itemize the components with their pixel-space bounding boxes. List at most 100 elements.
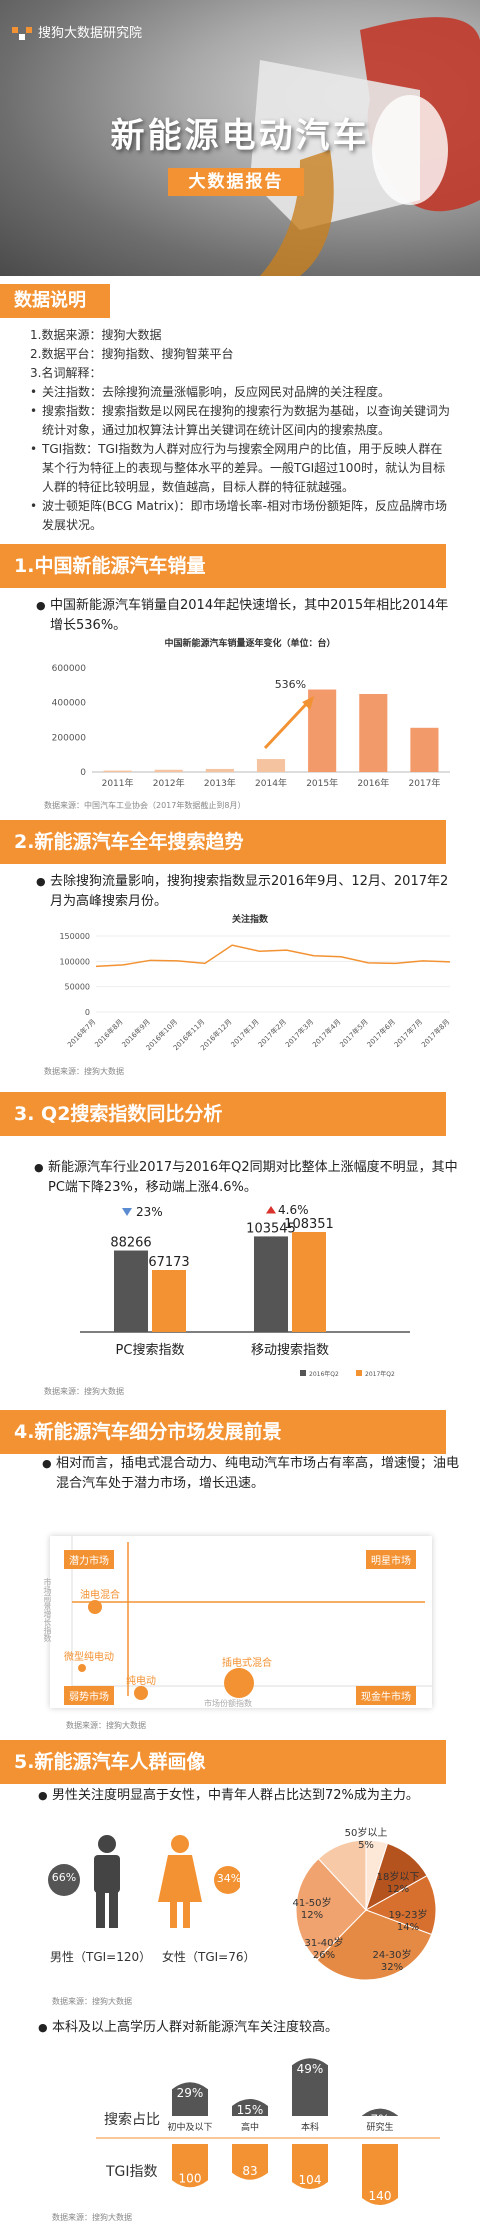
data-note-body: 1.数据来源：搜狗大数据 2.数据平台：搜狗指数、搜狗智莱平台 3.名词解释： … [30, 326, 450, 535]
share-bar [362, 2108, 398, 2116]
x-tick-label: 2017年 [408, 777, 440, 789]
section5-bullet1: 男性关注度明显高于女性，中青年人群占比达到72%成为主力。 [38, 1786, 460, 1806]
female-label: 女性（TGI=76） [162, 1950, 256, 1964]
point-hybrid [88, 1600, 102, 1614]
section5-source2: 数据来源：搜狗大数据 [52, 2213, 132, 2222]
tgi-bar [232, 2144, 268, 2180]
section5-source1: 数据来源：搜狗大数据 [52, 1997, 132, 2006]
x-tick-label: 2017年5月 [338, 1017, 370, 1049]
bar [205, 768, 234, 772]
category-label: 初中及以下 [167, 2121, 212, 2133]
y-tick-label: 150000 [59, 932, 90, 941]
pie-value: 32% [381, 1962, 403, 1973]
male-pct: 66% [51, 1871, 77, 1884]
share-value: 15% [237, 2103, 264, 2117]
x-tick-label: 2017年7月 [392, 1017, 424, 1049]
tgi-bar [292, 2144, 328, 2190]
mobile-change: 4.6% [278, 1203, 309, 1217]
bar [254, 1236, 288, 1332]
category-label: PC搜索指数 [116, 1343, 185, 1358]
point-label-micro-ev: 微型纯电动 [64, 1652, 114, 1663]
share-value: 29% [177, 2086, 204, 2100]
bar [103, 770, 132, 772]
x-axis-label: 市场份额指数 [204, 1699, 252, 1708]
pie-value: 12% [387, 1884, 409, 1895]
tgi-value: 104 [299, 2173, 322, 2187]
tgi-value: 140 [369, 2189, 392, 2203]
bar [308, 689, 337, 772]
bar-value: 88266 [110, 1236, 151, 1251]
logo-icon [12, 26, 32, 40]
bar-value: 67173 [148, 1255, 189, 1270]
y-axis-label: 市场前景增长指数 [43, 1578, 52, 1642]
pie-value: 5% [358, 1840, 374, 1851]
category-label: 研究生 [366, 2121, 393, 2133]
pie-label: 50岁以上 [345, 1826, 388, 1839]
legend-label: 2017年Q2 [365, 1370, 395, 1378]
data-note-bullet: • 搜索指数：搜索指数是以网民在搜狗的搜索行为数据为基础，以查询关键词为统计对象，… [30, 404, 451, 437]
data-note-bullet-text: 关注指数：去除搜狗流量涨幅影响，反应网民对品牌的关注程度。 [42, 385, 391, 399]
data-note-heading: 数据说明 [0, 284, 110, 318]
section4-heading: 4.新能源汽车细分市场发展前景 [0, 1410, 446, 1454]
down-arrow-icon [122, 1208, 132, 1216]
page-title: 新能源电动汽车 [110, 116, 370, 156]
y-tick-label: 0 [80, 768, 86, 778]
page-subtitle: 大数据报告 [168, 168, 304, 196]
male-pct-circle [48, 1864, 80, 1896]
female-pct: 34% [216, 1872, 242, 1885]
section1-bullet: 中国新能源汽车销量自2014年起快速增长，其中2015年相比2014年增长536… [36, 596, 460, 636]
point-label-ev: 纯电动 [126, 1676, 156, 1687]
bar [292, 1231, 326, 1332]
x-tick-label: 2015年 [306, 777, 338, 789]
pie-label: 41-50岁 [292, 1896, 331, 1909]
tgi-value: 83 [242, 2164, 257, 2178]
pie-slice [295, 1857, 367, 1961]
tgi-value: 100 [179, 2171, 202, 2185]
section4-bullet: 相对而言，插电式混合动力、纯电动汽车市场占有率高，增速慢；油电混合汽车处于潜力市… [42, 1454, 460, 1494]
section1-source: 数据来源：中国汽车工业协会（2017年数据截止到8月） [44, 801, 246, 810]
search-trend-line-chart: 关注指数0500001000001500002016年7月2016年8月2016… [59, 913, 451, 1052]
pie-label: 19-23岁 [388, 1908, 427, 1921]
section2-heading: 2.新能源汽车全年搜索趋势 [0, 820, 446, 864]
point-plugin-hybrid [224, 1668, 254, 1698]
x-tick-label: 2017年8月 [419, 1017, 451, 1049]
quadrant-potential: 潜力市场 [64, 1550, 114, 1569]
bar-value: 103545 [246, 1221, 296, 1236]
legend-swatch [356, 1370, 362, 1376]
bar [256, 759, 286, 772]
charging-plug-illustration [250, 17, 480, 276]
pie-slice [365, 1839, 389, 1911]
x-tick-label: 2012年 [153, 777, 185, 789]
series-line [95, 944, 451, 968]
section2-bullet: 去除搜狗流量影响，搜狗搜索指数显示2016年9月、12月、2017年2月为高峰搜… [36, 872, 460, 912]
y-tick-label: 400000 [52, 699, 87, 709]
data-note-line: 3.名词解释： [30, 366, 102, 380]
pc-change: 23% [136, 1205, 163, 1219]
bcg-matrix: 潜力市场 明星市场 弱势市场 现金牛市场 油电混合 微型纯电动 纯电动 插电式混… [43, 1536, 432, 1708]
legend-label: 2016年Q2 [309, 1370, 339, 1378]
x-tick-label: 2016年 [357, 777, 389, 789]
x-tick-label: 2017年3月 [283, 1017, 315, 1049]
point-ev [134, 1686, 148, 1700]
x-tick-label: 2011年 [102, 777, 134, 789]
share-value: 49% [297, 2062, 324, 2076]
bar [114, 1250, 148, 1332]
section3-source: 数据来源：搜狗大数据 [44, 1387, 124, 1396]
pie-value: 14% [397, 1922, 419, 1933]
pie-value: 26% [313, 1950, 335, 1961]
tgi-bar [362, 2144, 398, 2205]
male-icon [94, 1835, 120, 1928]
up-arrow-icon [266, 1206, 276, 1214]
hero-banner: 搜狗大数据研究院 新能源电动汽车 大数据报告 [0, 0, 480, 276]
share-bar [292, 2058, 328, 2116]
female-pct-circle [214, 1866, 240, 1894]
quadrant-cash-cow: 现金牛市场 [356, 1686, 416, 1705]
bar-value: 108351 [284, 1217, 334, 1232]
row-label-share: 搜索占比 [104, 2111, 160, 2128]
point-micro-ev [78, 1664, 86, 1672]
growth-arrow [263, 700, 310, 750]
quadrant-star: 明星市场 [366, 1550, 416, 1569]
legend-swatch [300, 1370, 306, 1376]
x-tick-label: 2017年1月 [229, 1017, 261, 1049]
